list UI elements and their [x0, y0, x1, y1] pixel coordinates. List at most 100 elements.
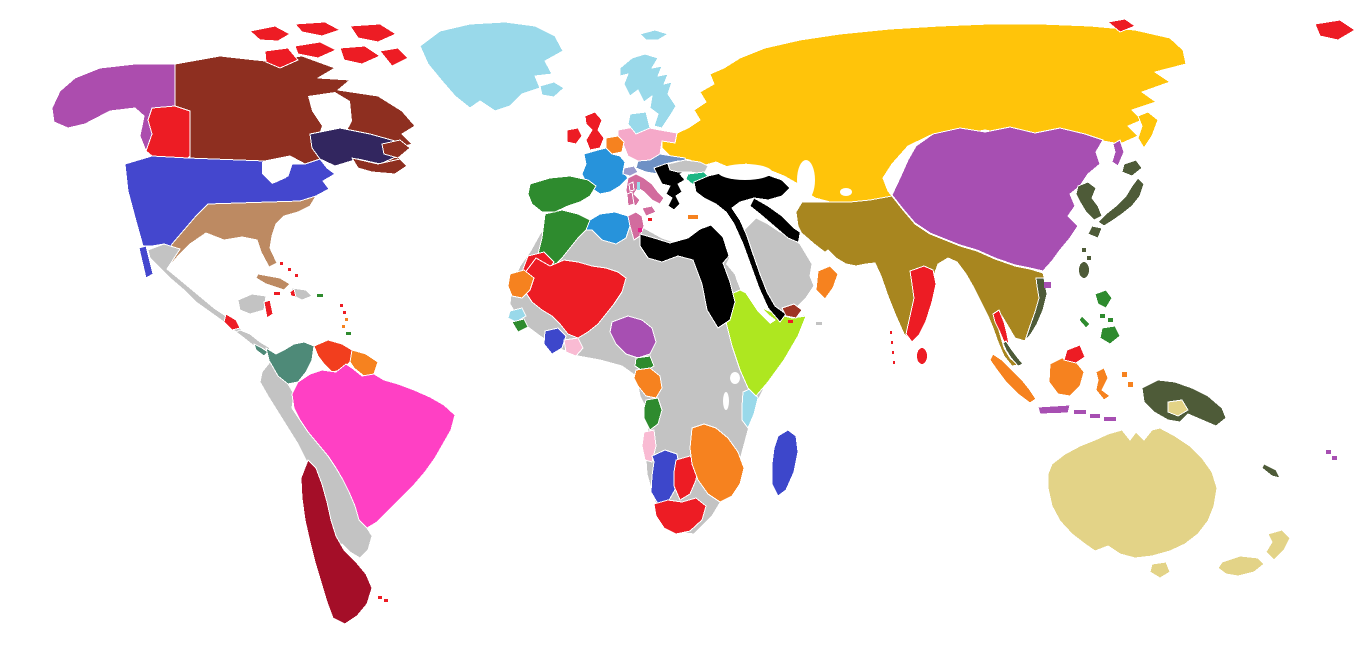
region-antilles-red-1	[340, 304, 343, 307]
region-panama	[253, 343, 269, 357]
region-guatemala-coast	[223, 313, 241, 331]
region-lesser-sunda-2	[1090, 414, 1100, 418]
region-trinidad	[346, 332, 351, 335]
region-arctic-4	[294, 41, 337, 59]
persian-gulf	[798, 231, 828, 262]
region-svalbard	[639, 29, 669, 41]
region-sicily	[641, 205, 657, 217]
region-ceylon	[917, 348, 927, 364]
lake-tanganyika	[723, 392, 729, 410]
region-bahamas-1	[280, 262, 283, 265]
region-denmark	[627, 111, 651, 135]
region-new-caledonia	[1261, 463, 1281, 479]
region-newfoundland	[381, 139, 411, 159]
region-arctic-5	[339, 45, 381, 65]
region-haiti-tip	[289, 288, 297, 298]
region-maldives-4	[893, 361, 895, 364]
great-lakes	[262, 158, 292, 184]
region-arctic-3	[349, 23, 397, 43]
lake-victoria	[730, 372, 740, 384]
region-corsica	[628, 181, 635, 192]
region-arctic-1	[249, 25, 291, 42]
region-maldives-2	[891, 341, 893, 344]
region-ireland	[566, 127, 583, 145]
region-australia	[1047, 427, 1218, 559]
region-vietnam-coast	[1024, 277, 1048, 342]
region-japan-honshu	[1097, 177, 1145, 227]
region-arctic-ne-2	[1107, 18, 1136, 33]
region-oman	[815, 265, 839, 300]
region-bengal	[905, 265, 937, 343]
region-angola	[643, 397, 663, 431]
region-nigeria	[609, 315, 657, 359]
region-cuba	[255, 273, 291, 291]
region-gold-coast	[563, 337, 584, 357]
region-madagascar	[771, 429, 799, 497]
region-china	[891, 126, 1104, 272]
region-java	[1037, 404, 1071, 415]
region-sulawesi	[1095, 367, 1111, 401]
region-arctic-6	[264, 47, 299, 69]
region-brazil	[291, 363, 456, 529]
region-fiji-1	[1326, 450, 1331, 454]
region-philippines-visayas-2	[1108, 318, 1113, 322]
region-antilles-orange-1	[345, 318, 348, 321]
region-new-zealand-north	[1265, 529, 1291, 561]
region-philippines-mindanao	[1099, 325, 1121, 345]
region-falklands-2	[384, 599, 388, 602]
black-sea	[718, 164, 772, 180]
region-ottoman-egypt-libya	[639, 224, 736, 329]
region-new-zealand-south	[1217, 555, 1265, 577]
region-yemen	[781, 303, 803, 319]
region-arctic-2	[294, 21, 341, 37]
region-philippines-palawan	[1078, 315, 1091, 329]
region-spain-portugal	[527, 175, 597, 213]
region-puerto-rico	[317, 294, 323, 297]
region-mozambique	[689, 423, 745, 503]
region-malta	[648, 218, 652, 221]
caspian-sea	[797, 160, 815, 200]
region-north-borneo	[1063, 344, 1086, 364]
region-japan-hokkaido	[1121, 159, 1143, 177]
region-antilles-orange-2	[342, 325, 345, 328]
region-kamchatka	[1137, 111, 1159, 149]
region-yucatan	[237, 293, 267, 315]
region-antilles-red-2	[343, 311, 346, 314]
region-crete	[688, 215, 698, 219]
region-ryukyu-1	[1082, 248, 1086, 252]
region-jamaica	[274, 292, 280, 295]
region-papal-coast	[637, 182, 640, 190]
region-greenland	[419, 21, 564, 112]
region-oregon-columbia	[145, 105, 191, 159]
region-maldives-1	[890, 331, 892, 334]
region-liberia	[543, 327, 567, 355]
region-socotra	[816, 322, 822, 325]
region-sumatra	[989, 353, 1037, 404]
region-hainan	[1044, 282, 1051, 288]
region-malaya-british	[992, 309, 1010, 345]
region-senegal	[507, 269, 535, 299]
region-lesser-sunda-1	[1074, 410, 1086, 414]
region-ottoman-anatolia-levant	[693, 169, 791, 323]
region-taiwan	[1079, 262, 1089, 278]
region-switzerland	[622, 165, 639, 177]
region-arctic-ne-1	[1314, 19, 1354, 41]
red-sea	[726, 256, 776, 324]
region-bahamas-2	[288, 268, 291, 271]
region-maldives-3	[892, 351, 894, 354]
region-falklands-1	[378, 596, 382, 599]
region-bahamas-3	[295, 274, 298, 277]
region-moluccas-2	[1128, 382, 1133, 387]
region-chile-patagonia	[300, 459, 373, 625]
region-cape-colony	[653, 497, 707, 535]
region-new-guinea-enclave	[1167, 399, 1189, 417]
region-fiji-2	[1332, 456, 1337, 460]
region-gambia-sierra-leone	[507, 307, 527, 323]
region-tasmania	[1149, 561, 1171, 579]
region-philippines-visayas-1	[1100, 314, 1105, 318]
region-scandinavia	[619, 53, 677, 129]
region-malaya-tip	[1002, 340, 1024, 367]
region-andean-states	[259, 361, 373, 559]
region-british-honduras	[263, 299, 274, 319]
region-lesser-sunda-3	[1104, 417, 1116, 421]
